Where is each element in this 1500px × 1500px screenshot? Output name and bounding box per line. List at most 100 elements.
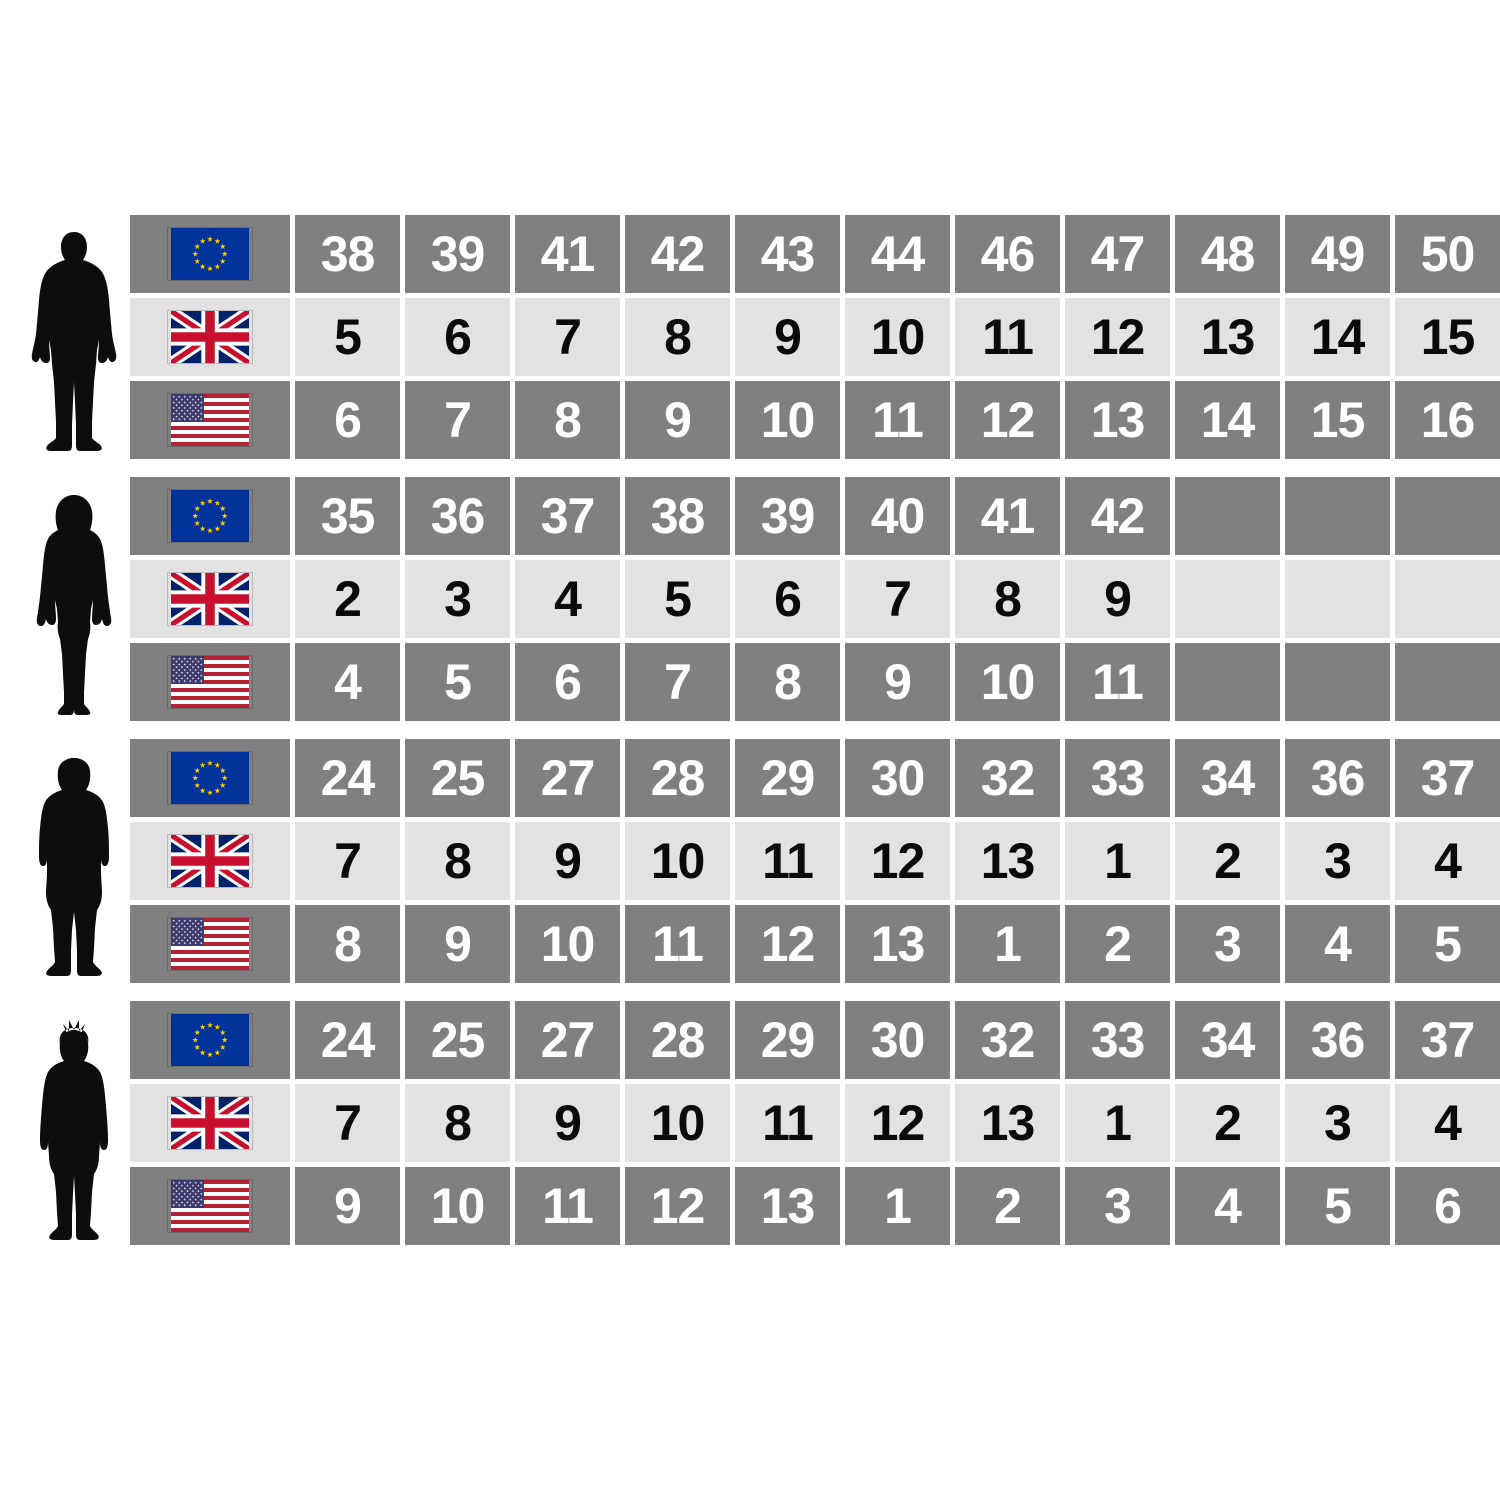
size-cell: 2 bbox=[1175, 822, 1280, 900]
eu-flag-icon bbox=[130, 739, 290, 817]
size-section-man: 38 39 41 42 43 44 46 47 48 49 50 5 6 7 8 9 10 11 12 13 14 15 6… bbox=[0, 215, 1500, 460]
size-cell: 10 bbox=[625, 1084, 730, 1162]
size-cell: 9 bbox=[735, 298, 840, 376]
size-cell-empty bbox=[1285, 643, 1390, 721]
size-cell-empty bbox=[1395, 560, 1500, 638]
table-row: 8 9 10 11 12 13 1 2 3 4 5 bbox=[130, 905, 1500, 983]
size-cell: 4 bbox=[1285, 905, 1390, 983]
size-cell: 42 bbox=[625, 215, 730, 293]
size-cell: 27 bbox=[515, 739, 620, 817]
size-cell: 10 bbox=[625, 822, 730, 900]
size-cell: 6 bbox=[515, 643, 620, 721]
size-cell: 38 bbox=[295, 215, 400, 293]
size-cell: 37 bbox=[1395, 739, 1500, 817]
size-cell: 7 bbox=[405, 381, 510, 459]
size-grid: 24 25 27 28 29 30 32 33 34 36 37 7 8 9 10 11 12 13 1 2 3 4 9 10… bbox=[130, 1001, 1500, 1246]
size-cell-empty bbox=[1285, 477, 1390, 555]
table-row: 7 8 9 10 11 12 13 1 2 3 4 bbox=[130, 822, 1500, 900]
uk-flag-icon bbox=[130, 822, 290, 900]
size-cell: 5 bbox=[625, 560, 730, 638]
eu-flag-icon bbox=[130, 1001, 290, 1079]
size-cell: 36 bbox=[1285, 739, 1390, 817]
size-cell: 8 bbox=[955, 560, 1060, 638]
size-cell: 4 bbox=[295, 643, 400, 721]
table-row: 24 25 27 28 29 30 32 33 34 36 37 bbox=[130, 739, 1500, 817]
size-cell: 34 bbox=[1175, 1001, 1280, 1079]
size-cell: 12 bbox=[625, 1167, 730, 1245]
size-cell: 44 bbox=[845, 215, 950, 293]
size-cell: 27 bbox=[515, 1001, 620, 1079]
size-cell: 47 bbox=[1065, 215, 1170, 293]
size-cell-empty bbox=[1285, 560, 1390, 638]
size-cell: 10 bbox=[845, 298, 950, 376]
size-cell: 1 bbox=[845, 1167, 950, 1245]
size-cell: 7 bbox=[845, 560, 950, 638]
us-flag-icon bbox=[130, 643, 290, 721]
size-cell: 34 bbox=[1175, 739, 1280, 817]
size-cell: 33 bbox=[1065, 1001, 1170, 1079]
size-cell: 7 bbox=[625, 643, 730, 721]
size-cell: 35 bbox=[295, 477, 400, 555]
size-cell: 10 bbox=[735, 381, 840, 459]
size-cell: 8 bbox=[515, 381, 620, 459]
size-cell: 12 bbox=[735, 905, 840, 983]
size-cell: 50 bbox=[1395, 215, 1500, 293]
size-cell: 24 bbox=[295, 1001, 400, 1079]
size-cell: 11 bbox=[735, 822, 840, 900]
size-cell: 5 bbox=[295, 298, 400, 376]
size-cell: 9 bbox=[515, 1084, 620, 1162]
boy-silhouette bbox=[0, 739, 130, 984]
table-row: 4 5 6 7 8 9 10 11 bbox=[130, 643, 1500, 721]
size-cell: 12 bbox=[955, 381, 1060, 459]
eu-flag-icon bbox=[130, 215, 290, 293]
size-cell: 14 bbox=[1175, 381, 1280, 459]
size-cell: 43 bbox=[735, 215, 840, 293]
size-cell-empty bbox=[1175, 477, 1280, 555]
size-cell: 13 bbox=[955, 1084, 1060, 1162]
table-row: 24 25 27 28 29 30 32 33 34 36 37 bbox=[130, 1001, 1500, 1079]
size-cell: 29 bbox=[735, 739, 840, 817]
size-cell: 46 bbox=[955, 215, 1060, 293]
size-cell: 2 bbox=[1175, 1084, 1280, 1162]
size-cell: 49 bbox=[1285, 215, 1390, 293]
size-cell: 10 bbox=[515, 905, 620, 983]
size-cell: 6 bbox=[735, 560, 840, 638]
size-cell: 3 bbox=[405, 560, 510, 638]
woman-silhouette bbox=[0, 477, 130, 722]
size-cell: 13 bbox=[845, 905, 950, 983]
size-grid: 38 39 41 42 43 44 46 47 48 49 50 5 6 7 8 9 10 11 12 13 14 15 6… bbox=[130, 215, 1500, 460]
size-cell: 8 bbox=[735, 643, 840, 721]
table-row: 38 39 41 42 43 44 46 47 48 49 50 bbox=[130, 215, 1500, 293]
size-cell: 15 bbox=[1285, 381, 1390, 459]
size-cell: 11 bbox=[735, 1084, 840, 1162]
size-cell: 38 bbox=[625, 477, 730, 555]
size-cell: 7 bbox=[295, 822, 400, 900]
size-cell: 28 bbox=[625, 1001, 730, 1079]
size-cell: 11 bbox=[1065, 643, 1170, 721]
size-cell: 1 bbox=[1065, 1084, 1170, 1162]
size-section-boy: 24 25 27 28 29 30 32 33 34 36 37 7 8 9 10 11 12 13 1 2 3 4 8 9 1… bbox=[0, 739, 1500, 984]
size-cell: 12 bbox=[1065, 298, 1170, 376]
size-cell: 5 bbox=[405, 643, 510, 721]
size-cell: 14 bbox=[1285, 298, 1390, 376]
size-cell: 24 bbox=[295, 739, 400, 817]
us-flag-icon bbox=[130, 1167, 290, 1245]
size-cell: 10 bbox=[405, 1167, 510, 1245]
size-cell: 4 bbox=[1175, 1167, 1280, 1245]
size-cell-empty bbox=[1395, 643, 1500, 721]
size-cell: 37 bbox=[515, 477, 620, 555]
size-cell: 3 bbox=[1285, 822, 1390, 900]
size-cell: 9 bbox=[515, 822, 620, 900]
size-cell: 10 bbox=[955, 643, 1060, 721]
size-cell-empty bbox=[1395, 477, 1500, 555]
table-row: 5 6 7 8 9 10 11 12 13 14 15 bbox=[130, 298, 1500, 376]
eu-flag-icon bbox=[130, 477, 290, 555]
size-cell: 7 bbox=[515, 298, 620, 376]
size-cell: 9 bbox=[405, 905, 510, 983]
table-row: 35 36 37 38 39 40 41 42 bbox=[130, 477, 1500, 555]
size-cell: 3 bbox=[1285, 1084, 1390, 1162]
size-cell: 5 bbox=[1285, 1167, 1390, 1245]
size-cell: 25 bbox=[405, 1001, 510, 1079]
